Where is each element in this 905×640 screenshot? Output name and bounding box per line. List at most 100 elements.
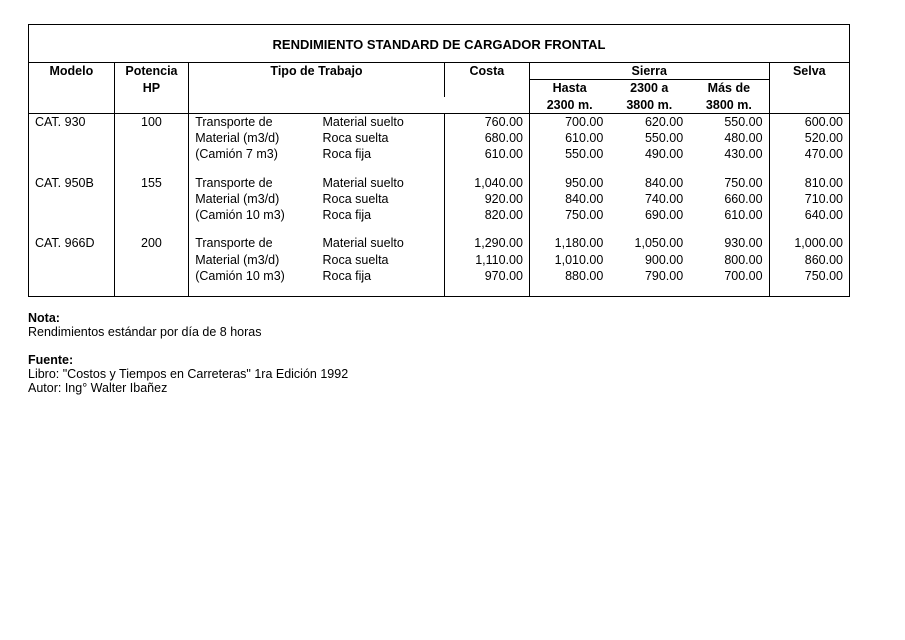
cell-selva: 860.00 <box>769 252 849 268</box>
cell-material: Roca suelta <box>317 191 445 207</box>
cell-costa: 760.00 <box>444 113 529 130</box>
col-potencia2: HP <box>114 80 189 97</box>
col-potencia1: Potencia <box>114 63 189 80</box>
col-modelo: Modelo <box>29 63 114 97</box>
fuente-label: Fuente: <box>28 353 73 367</box>
col-sierra1b: 2300 m. <box>529 97 609 114</box>
block-spacer <box>29 163 849 175</box>
cell-modelo <box>29 252 114 268</box>
data-table: Modelo Potencia Tipo de Trabajo Costa Si… <box>29 62 849 296</box>
cell-material: Roca suelta <box>317 130 445 146</box>
cell-modelo: CAT. 930 <box>29 113 114 130</box>
table-row: Material (m3/d)Roca suelta1,110.001,010.… <box>29 252 849 268</box>
table-frame: RENDIMIENTO STANDARD DE CARGADOR FRONTAL… <box>28 24 850 297</box>
table-row: (Camión 10 m3)Roca fija970.00880.00790.0… <box>29 268 849 284</box>
col-sierra2a: 2300 a <box>609 80 689 97</box>
cell-desc: Material (m3/d) <box>189 191 317 207</box>
cell-sierra1: 950.00 <box>529 175 609 191</box>
col-sierra1a: Hasta <box>529 80 609 97</box>
col-sierra: Sierra <box>529 63 769 80</box>
cell-sierra3: 660.00 <box>689 191 769 207</box>
cell-potencia <box>114 130 189 146</box>
cell-potencia <box>114 207 189 223</box>
cell-desc: Transporte de <box>189 113 317 130</box>
table-row: CAT. 966D200Transporte deMaterial suelto… <box>29 235 849 251</box>
cell-sierra2: 490.00 <box>609 146 689 162</box>
cell-costa: 820.00 <box>444 207 529 223</box>
cell-desc: Material (m3/d) <box>189 252 317 268</box>
cell-sierra1: 1,010.00 <box>529 252 609 268</box>
cell-modelo <box>29 146 114 162</box>
cell-sierra1: 610.00 <box>529 130 609 146</box>
cell-modelo: CAT. 950B <box>29 175 114 191</box>
cell-desc: (Camión 10 m3) <box>189 268 317 284</box>
cell-sierra3: 930.00 <box>689 235 769 251</box>
footer: Nota: Rendimientos estándar por día de 8… <box>28 311 848 395</box>
cell-selva: 1,000.00 <box>769 235 849 251</box>
cell-sierra3: 610.00 <box>689 207 769 223</box>
fuente-line1: Libro: "Costos y Tiempos en Carreteras" … <box>28 367 348 381</box>
cell-sierra2: 840.00 <box>609 175 689 191</box>
cell-sierra3: 800.00 <box>689 252 769 268</box>
cell-sierra1: 1,180.00 <box>529 235 609 251</box>
cell-selva: 810.00 <box>769 175 849 191</box>
cell-sierra1: 700.00 <box>529 113 609 130</box>
table-row: Material (m3/d)Roca suelta680.00610.0055… <box>29 130 849 146</box>
cell-sierra3: 430.00 <box>689 146 769 162</box>
cell-selva: 710.00 <box>769 191 849 207</box>
header-row-1: Modelo Potencia Tipo de Trabajo Costa Si… <box>29 63 849 80</box>
cell-sierra2: 900.00 <box>609 252 689 268</box>
cell-desc: Transporte de <box>189 175 317 191</box>
cell-sierra3: 480.00 <box>689 130 769 146</box>
cell-costa: 610.00 <box>444 146 529 162</box>
col-tipo: Tipo de Trabajo <box>189 63 445 97</box>
cell-modelo <box>29 207 114 223</box>
table-row: CAT. 950B155Transporte deMaterial suelto… <box>29 175 849 191</box>
table-row: CAT. 930100Transporte deMaterial suelto7… <box>29 113 849 130</box>
cell-modelo <box>29 268 114 284</box>
cell-desc: Transporte de <box>189 235 317 251</box>
cell-costa: 970.00 <box>444 268 529 284</box>
cell-sierra2: 550.00 <box>609 130 689 146</box>
cell-potencia: 155 <box>114 175 189 191</box>
cell-sierra2: 790.00 <box>609 268 689 284</box>
cell-sierra2: 690.00 <box>609 207 689 223</box>
bottom-spacer <box>29 284 849 296</box>
block-spacer <box>29 223 849 235</box>
cell-selva: 520.00 <box>769 130 849 146</box>
cell-potencia <box>114 252 189 268</box>
header-row-3: 2300 m. 3800 m. 3800 m. <box>29 97 849 114</box>
cell-material: Roca fija <box>317 207 445 223</box>
cell-selva: 750.00 <box>769 268 849 284</box>
cell-costa: 1,110.00 <box>444 252 529 268</box>
table-row: Material (m3/d)Roca suelta920.00840.0074… <box>29 191 849 207</box>
cell-potencia: 100 <box>114 113 189 130</box>
cell-selva: 600.00 <box>769 113 849 130</box>
cell-selva: 470.00 <box>769 146 849 162</box>
cell-material: Material suelto <box>317 175 445 191</box>
cell-potencia <box>114 268 189 284</box>
cell-modelo <box>29 191 114 207</box>
cell-desc: (Camión 10 m3) <box>189 207 317 223</box>
table-title: RENDIMIENTO STANDARD DE CARGADOR FRONTAL <box>29 25 849 62</box>
cell-material: Roca fija <box>317 268 445 284</box>
cell-sierra2: 1,050.00 <box>609 235 689 251</box>
col-costa: Costa <box>444 63 529 97</box>
table-row: (Camión 10 m3)Roca fija820.00750.00690.0… <box>29 207 849 223</box>
cell-sierra2: 620.00 <box>609 113 689 130</box>
cell-sierra1: 750.00 <box>529 207 609 223</box>
nota-label: Nota: <box>28 311 60 325</box>
cell-desc: Material (m3/d) <box>189 130 317 146</box>
cell-material: Material suelto <box>317 113 445 130</box>
cell-modelo: CAT. 966D <box>29 235 114 251</box>
cell-desc: (Camión 7 m3) <box>189 146 317 162</box>
cell-sierra2: 740.00 <box>609 191 689 207</box>
col-selva: Selva <box>769 63 849 97</box>
col-sierra2b: 3800 m. <box>609 97 689 114</box>
cell-selva: 640.00 <box>769 207 849 223</box>
cell-costa: 1,040.00 <box>444 175 529 191</box>
table-row: (Camión 7 m3)Roca fija610.00550.00490.00… <box>29 146 849 162</box>
cell-potencia <box>114 191 189 207</box>
nota-text: Rendimientos estándar por día de 8 horas <box>28 325 261 339</box>
col-sierra3a: Más de <box>689 80 769 97</box>
